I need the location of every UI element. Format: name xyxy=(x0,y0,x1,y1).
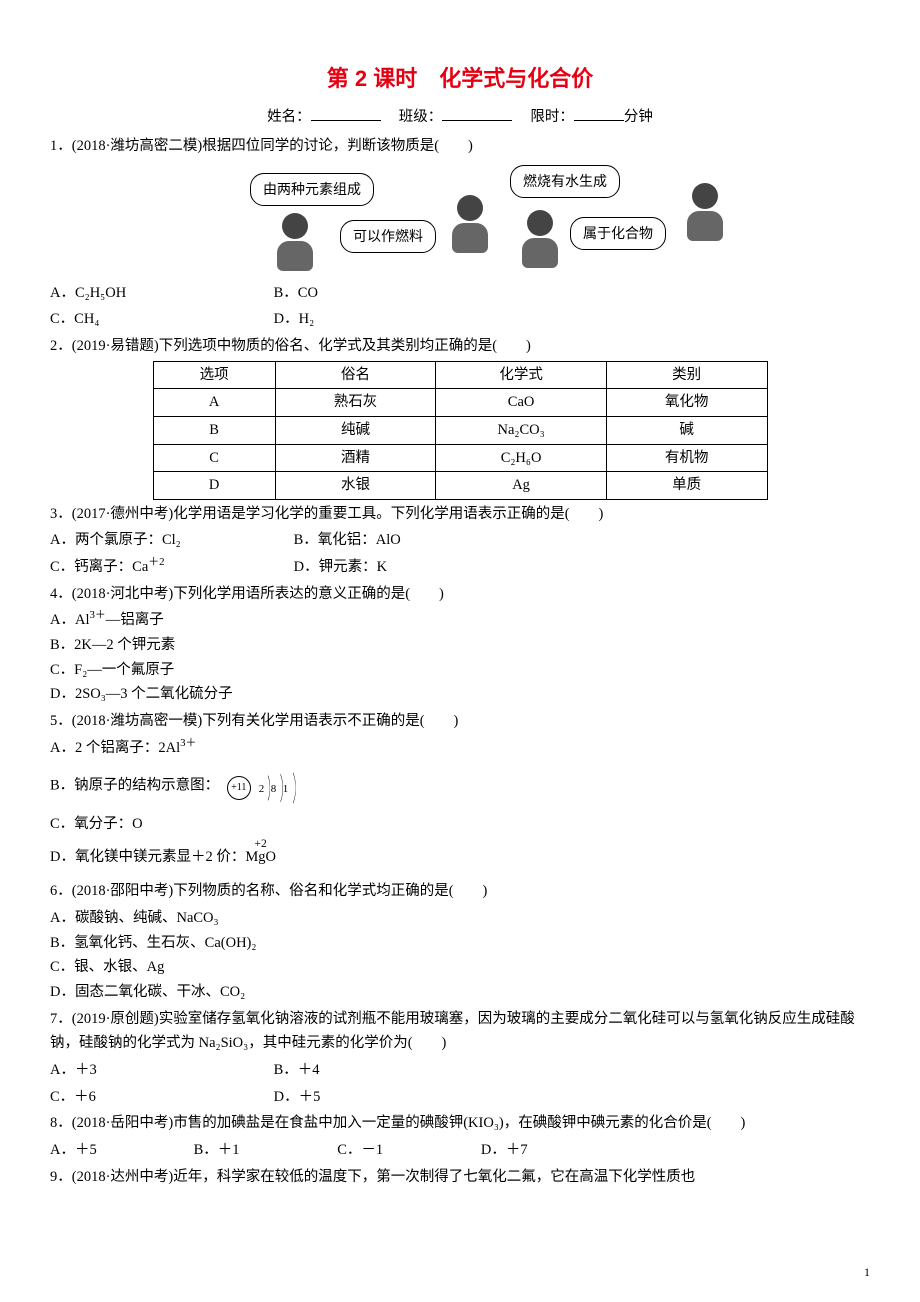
q1-opts-row1: A．C₂H₅OH B．CO xyxy=(50,281,870,306)
th-formula: 化学式 xyxy=(436,361,606,389)
q1-stem: 1．(2018·潍坊高密二模)根据四位同学的讨论，判断该物质是( ) xyxy=(50,134,870,159)
cell: CaO xyxy=(436,389,606,417)
q3-B: B．氧化铝：AlO xyxy=(294,532,401,548)
q6-A: A．碳酸钠、纯碱、NaCO₃ xyxy=(50,906,870,931)
class-blank[interactable] xyxy=(442,106,512,122)
person-4 xyxy=(680,183,730,243)
discussion-image: 由两种元素组成 燃烧有水生成 可以作燃料 属于化合物 xyxy=(50,165,870,275)
cell: D xyxy=(153,472,275,500)
class-label: 班级： xyxy=(399,109,443,125)
q4-C: C．F₂—一个氟原子 xyxy=(50,658,870,683)
cell: 碱 xyxy=(606,416,767,444)
q5-C: C．氧分子：O xyxy=(50,812,870,837)
q7-B: B．＋4 xyxy=(274,1062,320,1078)
q3-D: D．钾元素：K xyxy=(294,559,387,575)
q6-stem: 6．(2018·邵阳中考)下列物质的名称、俗名和化学式均正确的是( ) xyxy=(50,879,870,904)
person-3 xyxy=(515,210,565,270)
q7-D: D．＋5 xyxy=(274,1089,321,1105)
cell: C xyxy=(153,444,275,472)
time-label: 限时： xyxy=(530,109,574,125)
table-row: C 酒精 C₂H₆O 有机物 xyxy=(153,444,767,472)
q6-C: C．银、水银、Ag xyxy=(50,955,870,980)
shell-num-1: 2 xyxy=(259,780,265,799)
q6-D: D．固态二氧化碳、干冰、CO₂ xyxy=(50,980,870,1005)
q8-opts: A．＋5 B．＋1 C．－1 D．＋7 xyxy=(50,1138,870,1163)
q4-stem: 4．(2018·河北中考)下列化学用语所表达的意义正确的是( ) xyxy=(50,582,870,607)
q3-row2: C．钙离子：Ca＋2 D．钾元素：K xyxy=(50,555,870,580)
q1-opts-row2: C．CH₄ D．H₂ xyxy=(50,307,870,332)
q8-C: C．－1 xyxy=(337,1138,477,1163)
q7-A: A．＋3 xyxy=(50,1058,270,1083)
q4-D: D．2SO₃—3 个二氧化硫分子 xyxy=(50,682,870,707)
q3-stem: 3．(2017·德州中考)化学用语是学习化学的重要工具。下列化学用语表示正确的是… xyxy=(50,502,870,527)
q4-A: A．Al3＋—铝离子 xyxy=(50,608,870,633)
bubble-2: 燃烧有水生成 xyxy=(510,165,620,199)
bubble-3: 可以作燃料 xyxy=(340,220,436,254)
shell-num-2: 8 xyxy=(271,780,277,799)
q5-stem: 5．(2018·潍坊高密一模)下列有关化学用语表示不正确的是( ) xyxy=(50,709,870,734)
th-name: 俗名 xyxy=(275,361,436,389)
q1-B: B．CO xyxy=(274,281,318,306)
name-blank[interactable] xyxy=(311,106,381,122)
q8-D: D．＋7 xyxy=(481,1138,528,1163)
cell: B xyxy=(153,416,275,444)
q3-C: C．钙离子：Ca＋2 xyxy=(50,555,290,580)
q8-B: B．＋1 xyxy=(194,1138,334,1163)
q4-opts: A．Al3＋—铝离子 B．2K—2 个钾元素 C．F₂—一个氟原子 D．2SO₃… xyxy=(50,608,870,707)
q7-row1: A．＋3 B．＋4 xyxy=(50,1058,870,1083)
table-row: A 熟石灰 CaO 氧化物 xyxy=(153,389,767,417)
q2-table: 选项 俗名 化学式 类别 A 熟石灰 CaO 氧化物 B 纯碱 Na₂CO₃ 碱… xyxy=(153,361,768,500)
q4-B: B．2K—2 个钾元素 xyxy=(50,633,870,658)
cell: 有机物 xyxy=(606,444,767,472)
cell: 酒精 xyxy=(275,444,436,472)
q7-row2: C．＋6 D．＋5 xyxy=(50,1085,870,1110)
table-row: B 纯碱 Na₂CO₃ 碱 xyxy=(153,416,767,444)
table-row: D 水银 Ag 单质 xyxy=(153,472,767,500)
cell: 水银 xyxy=(275,472,436,500)
q5-A: A．2 个铝离子：2Al3＋ xyxy=(50,736,870,761)
cell: Na₂CO₃ xyxy=(436,416,606,444)
th-category: 类别 xyxy=(606,361,767,389)
q5-D: D．氧化镁中镁元素显＋2 价：+2MgO xyxy=(50,845,870,870)
q1-C: C．CH₄ xyxy=(50,307,240,332)
th-option: 选项 xyxy=(153,361,275,389)
cell: 氧化物 xyxy=(606,389,767,417)
page-number: 1 xyxy=(864,1262,870,1282)
header-line: 姓名： 班级： 限时： 分钟 xyxy=(50,105,870,130)
q1-D: D．H₂ xyxy=(274,307,315,332)
cell: A xyxy=(153,389,275,417)
shell-num-3: 1 xyxy=(283,780,289,799)
q7-stem: 7．(2019·原创题)实验室储存氢氧化钠溶液的试剂瓶不能用玻璃塞，因为玻璃的主… xyxy=(50,1007,870,1056)
q6-opts: A．碳酸钠、纯碱、NaCO₃ B．氢氧化钙、生石灰、Ca(OH)₂ C．银、水银… xyxy=(50,906,870,1005)
q3-A: A．两个氯原子：Cl₂ xyxy=(50,528,290,553)
cell: 熟石灰 xyxy=(275,389,436,417)
q5-B: B．钠原子的结构示意图： +11 2 8 1 xyxy=(50,766,870,806)
person-2 xyxy=(445,195,495,255)
q6-B: B．氢氧化钙、生石灰、Ca(OH)₂ xyxy=(50,931,870,956)
bubble-4: 属于化合物 xyxy=(570,217,666,251)
q9-stem: 9．(2018·达州中考)近年，科学家在较低的温度下，第一次制得了七氧化二氟，它… xyxy=(50,1165,870,1190)
q1-A: A．C₂H₅OH xyxy=(50,281,240,306)
q2-stem: 2．(2019·易错题)下列选项中物质的俗名、化学式及其类别均正确的是( ) xyxy=(50,334,870,359)
cell: 纯碱 xyxy=(275,416,436,444)
cell: C₂H₆O xyxy=(436,444,606,472)
q7-C: C．＋6 xyxy=(50,1085,270,1110)
name-label: 姓名： xyxy=(267,109,311,125)
q3-row1: A．两个氯原子：Cl₂ B．氧化铝：AlO xyxy=(50,528,870,553)
cell: 单质 xyxy=(606,472,767,500)
bubble-1: 由两种元素组成 xyxy=(250,173,374,207)
nucleus: +11 xyxy=(227,776,251,800)
q8-A: A．＋5 xyxy=(50,1138,190,1163)
time-blank[interactable] xyxy=(574,106,624,122)
table-row: 选项 俗名 化学式 类别 xyxy=(153,361,767,389)
time-unit: 分钟 xyxy=(624,109,653,125)
page-title: 第 2 课时 化学式与化合价 xyxy=(50,60,870,97)
atom-diagram: +11 2 8 1 xyxy=(227,766,297,806)
cell: Ag xyxy=(436,472,606,500)
q8-stem: 8．(2018·岳阳中考)市售的加碘盐是在食盐中加入一定量的碘酸钾(KIO₃)，… xyxy=(50,1111,870,1136)
person-1 xyxy=(270,213,320,273)
valence-notation: +2MgO xyxy=(245,845,276,870)
